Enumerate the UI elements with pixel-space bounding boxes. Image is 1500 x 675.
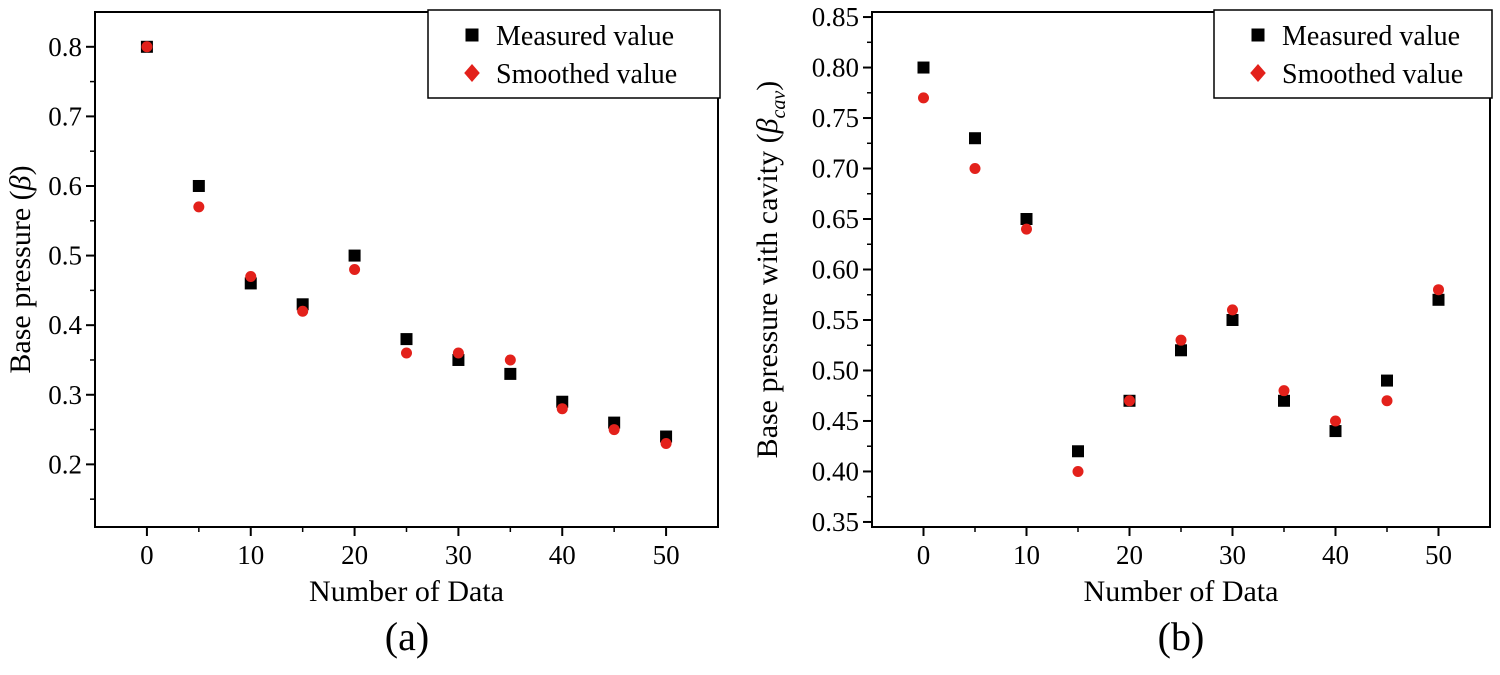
x-tick-label: 10 [237,540,264,570]
y-tick-label: 0.3 [48,380,82,410]
x-tick-label: 40 [549,540,576,570]
y-axis-title: Base pressure with cavity (βcav) [751,81,790,459]
panel-b: 0 10 20 30 40 50 Number of Data 0.35 0.40 0.45 0.5… [750,0,1500,675]
y-tick-label: 0.75 [812,103,859,133]
legend-entry-label: Measured value [1282,21,1460,52]
legend-entry-label: Smoothed value [1282,59,1463,90]
legend-entry-label: Smoothed value [496,59,677,90]
y-tick-label: 0.80 [812,53,859,83]
panel-b-label: (b) [1157,614,1205,659]
x-axis-title: Number of Data [309,575,504,608]
x-tick-label: 30 [1219,540,1246,570]
legend: Measured value Smoothed value [1213,9,1493,99]
x-axis-title: Number of Data [1084,575,1279,608]
x-tick-label: 10 [1013,540,1040,570]
x-axis: 0 10 20 30 40 50 Number of Data [917,527,1452,608]
legend-box [427,9,721,99]
x-tick-label: 50 [1425,540,1452,570]
y-tick-label: 0.70 [812,154,859,184]
y-tick-label: 0.5 [48,241,82,271]
panel-a-label: (a) [384,614,430,659]
x-tick-label: 30 [445,540,472,570]
panel-a: 0 10 20 30 40 50 Number of Data 0.2 0.3 0.4 0.5 0.6… [4,9,721,659]
scatter-chart-a: 0 10 20 30 40 50 Number of Data 0.2 0.3 0.4 0.5 0.6… [4,9,721,608]
legend-entry-label: Measured value [496,21,674,52]
y-tick-label: 0.65 [812,204,859,234]
x-tick-label: 0 [140,540,154,570]
y-axis: 0.2 0.3 0.4 0.5 0.6 0.7 0.8 Base pressure (β) [4,32,95,500]
legend: Measured value Smoothed value [427,9,721,99]
y-tick-label: 0.45 [812,406,859,436]
y-tick-label: 0.50 [812,355,859,385]
y-axis: 0.35 0.40 0.45 0.50 0.55 0.60 0.65 0.70 0.75 0.80… [751,2,872,537]
x-axis: 0 10 20 30 40 50 Number of Data [140,527,680,608]
series-smoothed [918,92,1444,477]
y-tick-label: 0.35 [812,507,859,537]
series-measured [917,61,1445,458]
y-tick-label: 0.2 [48,449,82,479]
legend-box [1213,9,1493,99]
y-axis-title: Base pressure (β) [4,165,37,373]
series-measured [140,40,673,443]
y-tick-label: 0.4 [48,310,82,340]
x-tick-label: 40 [1322,540,1349,570]
x-tick-label: 20 [1116,540,1143,570]
scatter-chart-b: 0 10 20 30 40 50 Number of Data 0.35 0.40 0.45 0.5… [751,2,1493,608]
x-tick-label: 50 [653,540,680,570]
y-tick-label: 0.55 [812,305,859,335]
y-tick-label: 0.85 [812,2,859,32]
y-tick-label: 0.8 [48,32,82,62]
y-tick-label: 0.6 [48,171,82,201]
y-tick-label: 0.60 [812,255,859,285]
series-smoothed [141,41,672,449]
x-tick-label: 20 [341,540,368,570]
y-tick-label: 0.7 [48,101,82,131]
y-tick-label: 0.40 [812,456,859,486]
x-tick-label: 0 [917,540,931,570]
